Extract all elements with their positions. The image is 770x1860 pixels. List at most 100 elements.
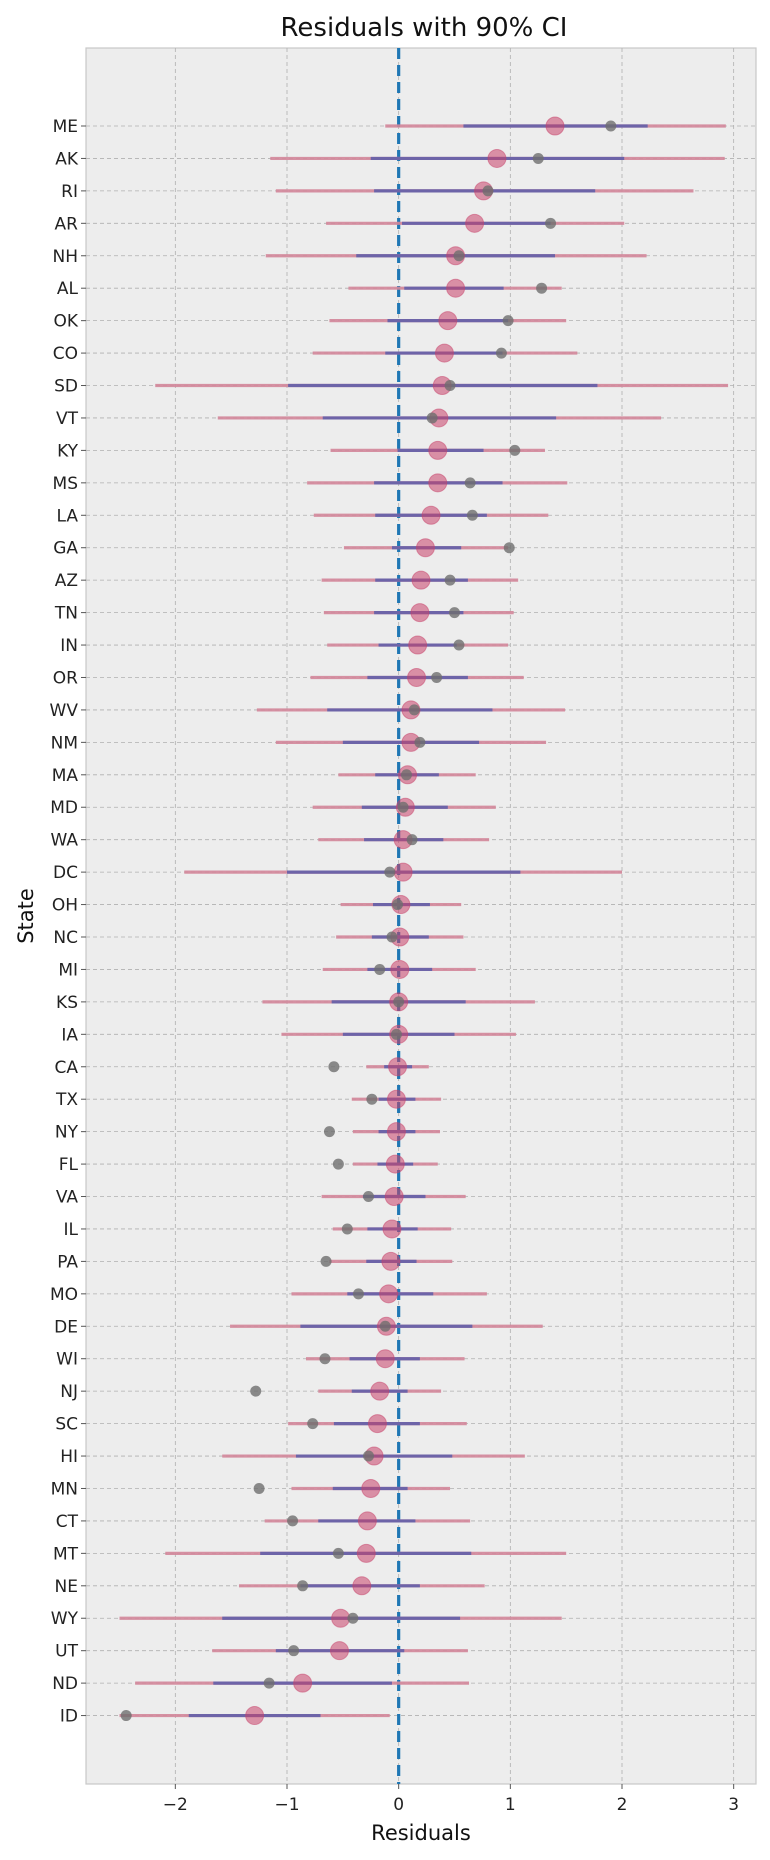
chart-title: Residuals with 90% CI xyxy=(281,13,568,43)
y-tick-label: OR xyxy=(53,668,78,688)
estimate-point xyxy=(545,116,565,136)
estimate-point xyxy=(352,1576,372,1596)
observed-point xyxy=(120,1710,132,1722)
data-points xyxy=(120,116,617,1726)
observed-point xyxy=(263,1677,275,1689)
estimate-point xyxy=(410,603,430,623)
estimate-point xyxy=(386,1089,406,1109)
y-tick-label: WA xyxy=(50,831,78,851)
x-tick-label: 3 xyxy=(728,1795,739,1815)
estimate-point xyxy=(245,1706,265,1726)
observed-point xyxy=(366,1093,378,1105)
estimate-point xyxy=(357,1511,377,1531)
observed-point xyxy=(288,1645,300,1657)
estimate-point xyxy=(428,440,448,460)
observed-point xyxy=(250,1385,262,1397)
y-tick-label: UT xyxy=(55,1642,78,1662)
y-axis-label: State xyxy=(14,888,38,944)
observed-point xyxy=(379,1320,391,1332)
observed-point xyxy=(414,736,426,748)
estimate-point xyxy=(390,959,410,979)
estimate-point xyxy=(446,278,466,298)
y-tick-label: MA xyxy=(52,766,79,786)
observed-point xyxy=(453,639,465,651)
y-tick-label: TX xyxy=(55,1090,78,1110)
y-tick-label: AK xyxy=(55,149,79,169)
observed-point xyxy=(453,250,465,262)
y-tick-label: FL xyxy=(59,1155,79,1175)
observed-point xyxy=(332,1547,344,1559)
estimate-point xyxy=(411,570,431,590)
y-tick-label: PA xyxy=(57,1252,78,1272)
y-axis-ticks: ME AK RI AR NH AL OK CO SD VT KY MS LA GA AZ TN IN OR WV NM… xyxy=(50,117,86,1727)
observed-point xyxy=(426,412,438,424)
x-tick-label: 0 xyxy=(393,1795,404,1815)
estimate-point xyxy=(382,1219,402,1239)
estimate-point xyxy=(379,1284,399,1304)
observed-point xyxy=(449,607,460,619)
estimate-point xyxy=(487,148,507,168)
estimate-point xyxy=(465,213,485,233)
y-tick-label: NE xyxy=(55,1577,78,1597)
observed-point xyxy=(545,217,557,229)
observed-point xyxy=(503,542,515,554)
y-tick-label: KY xyxy=(57,441,79,461)
estimate-point xyxy=(428,473,448,493)
y-tick-label: MT xyxy=(53,1544,79,1564)
estimate-point xyxy=(370,1381,390,1401)
y-tick-label: MD xyxy=(50,798,78,818)
estimate-point xyxy=(388,1057,408,1077)
observed-point xyxy=(400,769,412,781)
y-tick-label: WY xyxy=(51,1609,79,1629)
y-tick-label: KS xyxy=(56,993,78,1013)
observed-point xyxy=(328,1061,340,1073)
observed-point xyxy=(390,1028,402,1040)
x-tick-label: 1 xyxy=(505,1795,516,1815)
y-tick-label: NJ xyxy=(60,1382,78,1402)
observed-point xyxy=(253,1482,265,1494)
x-axis-label: Residuals xyxy=(371,1821,471,1845)
observed-point xyxy=(502,315,514,327)
estimate-point xyxy=(331,1608,351,1628)
y-tick-label: LA xyxy=(57,506,79,526)
observed-point xyxy=(287,1515,299,1527)
observed-point xyxy=(384,866,396,878)
observed-point xyxy=(406,834,418,846)
observed-point xyxy=(323,1126,335,1138)
observed-point xyxy=(363,1191,375,1203)
x-tick-label: 2 xyxy=(617,1795,628,1815)
y-tick-label: CA xyxy=(55,1058,79,1078)
estimate-point xyxy=(384,1187,404,1207)
observed-point xyxy=(536,282,548,294)
observed-point xyxy=(393,996,405,1008)
estimate-point xyxy=(386,1122,406,1142)
y-tick-label: IN xyxy=(60,636,78,656)
observed-point xyxy=(332,1158,344,1170)
observed-point xyxy=(444,574,456,586)
y-tick-label: AR xyxy=(55,214,79,234)
observed-point xyxy=(307,1418,319,1430)
observed-point xyxy=(297,1580,309,1592)
observed-point xyxy=(374,963,386,975)
y-tick-label: WV xyxy=(50,701,79,721)
y-tick-label: NM xyxy=(51,733,78,753)
y-tick-label: ID xyxy=(60,1707,78,1727)
y-tick-label: WI xyxy=(56,1350,78,1370)
observed-point xyxy=(408,704,420,716)
estimate-point xyxy=(293,1673,313,1693)
plot-area xyxy=(85,47,757,1785)
estimate-point xyxy=(434,343,454,363)
observed-point xyxy=(509,444,521,456)
y-tick-label: SC xyxy=(55,1415,78,1435)
y-tick-label: AL xyxy=(57,279,79,299)
observed-point xyxy=(466,509,478,521)
y-tick-label: ME xyxy=(53,117,78,137)
observed-point xyxy=(386,931,398,943)
y-tick-label: DC xyxy=(53,863,78,883)
y-tick-label: MS xyxy=(53,474,78,494)
y-tick-label: MO xyxy=(50,1285,78,1305)
estimate-point xyxy=(438,311,458,331)
y-tick-label: CT xyxy=(56,1512,79,1532)
observed-point xyxy=(341,1223,353,1235)
